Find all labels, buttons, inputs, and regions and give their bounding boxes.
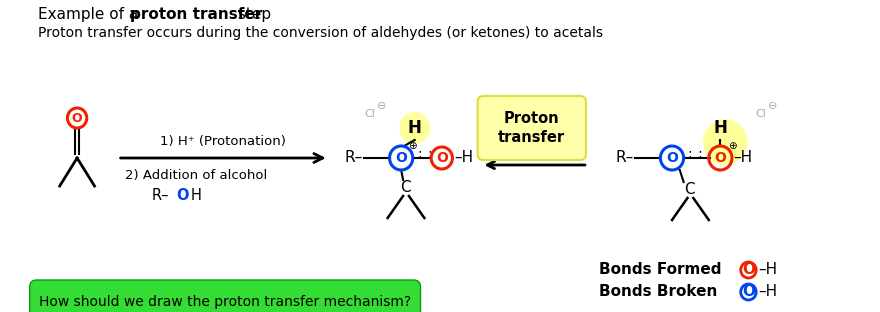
Text: O: O <box>395 151 407 165</box>
Text: :  :: : : <box>688 147 703 161</box>
Text: O: O <box>742 262 755 277</box>
Text: H: H <box>407 119 422 137</box>
Text: O: O <box>715 151 726 165</box>
Text: Proton
transfer: Proton transfer <box>498 110 565 145</box>
Text: Cl: Cl <box>756 109 766 119</box>
Text: 1) H⁺ (Protonation): 1) H⁺ (Protonation) <box>160 135 286 149</box>
Text: R–: R– <box>344 150 363 165</box>
Text: –H: –H <box>733 150 752 165</box>
Text: proton transfer: proton transfer <box>130 7 262 22</box>
Text: –H: –H <box>758 285 777 300</box>
Text: H: H <box>190 188 202 203</box>
Text: R–: R– <box>151 188 169 203</box>
Text: Bonds Broken: Bonds Broken <box>599 285 718 300</box>
Text: O: O <box>742 285 755 300</box>
Text: O: O <box>177 188 189 203</box>
Text: ⊕: ⊕ <box>728 141 737 151</box>
Text: O: O <box>72 111 83 124</box>
Text: O: O <box>436 151 448 165</box>
Text: –H: –H <box>758 262 777 277</box>
Text: How should we draw the proton transfer mechanism?: How should we draw the proton transfer m… <box>39 295 411 309</box>
FancyBboxPatch shape <box>478 96 586 160</box>
Text: ⊕: ⊕ <box>408 141 417 151</box>
FancyBboxPatch shape <box>30 280 421 312</box>
Text: R–: R– <box>615 150 634 165</box>
Text: :  :: : : <box>418 147 432 161</box>
Text: C: C <box>400 181 410 196</box>
Ellipse shape <box>703 119 747 165</box>
Text: O: O <box>666 151 678 165</box>
Text: Example of a: Example of a <box>39 7 143 22</box>
Text: ⊖: ⊖ <box>378 101 386 111</box>
Text: Proton transfer occurs during the conversion of aldehydes (or ketones) to acetal: Proton transfer occurs during the conver… <box>39 26 604 40</box>
Text: –H: –H <box>454 150 473 165</box>
Text: C: C <box>684 183 694 197</box>
Text: ⊖: ⊖ <box>768 101 777 111</box>
Text: Cl: Cl <box>365 109 376 119</box>
Text: Bonds Formed: Bonds Formed <box>599 262 722 277</box>
Text: step: step <box>233 7 271 22</box>
Text: H: H <box>714 119 728 137</box>
Ellipse shape <box>400 112 430 144</box>
Text: 2) Addition of alcohol: 2) Addition of alcohol <box>126 169 268 183</box>
